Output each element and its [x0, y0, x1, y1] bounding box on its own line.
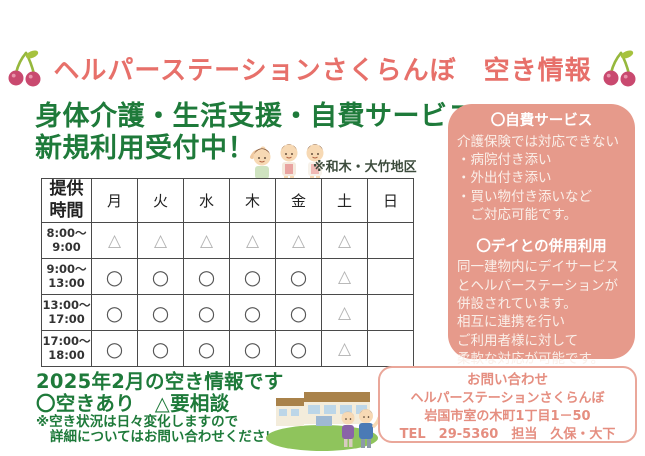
unavailable-cell — [367, 330, 414, 367]
table-row: 13:00～ 17:00 ○ ○ ○ ○ ○ △ — [41, 294, 414, 331]
table-row: 8:00～ 9:00 △ △ △ △ △ △ — [41, 222, 414, 259]
availability-cell: △ — [183, 222, 230, 259]
availability-cell: △ — [137, 222, 184, 259]
availability-cell: ○ — [229, 294, 276, 331]
availability-cell: ○ — [137, 294, 184, 331]
day-header-sun: 日 — [367, 178, 414, 223]
availability-cell: ○ — [275, 330, 322, 367]
availability-cell: ○ — [229, 330, 276, 367]
availability-cell: ○ — [183, 330, 230, 367]
table-row: 17:00～ 18:00 ○ ○ ○ ○ ○ △ — [41, 330, 414, 367]
availability-cell: △ — [229, 222, 276, 259]
services-info-box: 〇自費サービス 介護保険では対応できない ・病院付き添い ・外出付き添い ・買い… — [448, 104, 635, 367]
availability-cell: ○ — [91, 330, 138, 367]
info-line: とヘルパーステーションが — [457, 277, 619, 294]
info-line: 併設されています。 — [457, 295, 577, 312]
availability-table: 提供 時間 月 火 水 木 金 土 日 8:00～ 9:00 △ △ △ △ △… — [41, 178, 414, 367]
info-line: ・外出付き添い — [457, 170, 552, 187]
availability-cell: ○ — [91, 294, 138, 331]
availability-cell: ○ — [275, 294, 322, 331]
time-slot: 13:00～ 17:00 — [41, 294, 92, 331]
page-title: ヘルパーステーションさくらんぼ 空き情報 — [53, 55, 592, 86]
availability-cell: △ — [91, 222, 138, 259]
availability-caution2: 詳細についてはお問い合わせください。 — [50, 428, 293, 445]
availability-cell: ○ — [137, 258, 184, 295]
day-header-mon: 月 — [91, 178, 138, 223]
availability-month: 2025年2月の空き情報です — [36, 370, 284, 393]
time-slot: 8:00～ 9:00 — [41, 222, 92, 259]
availability-cell: △ — [321, 258, 368, 295]
contact-heading: お問い合わせ — [467, 372, 548, 388]
contact-tel: TEL 29-5360 担当 久保・大下 — [399, 427, 616, 443]
availability-cell: △ — [321, 222, 368, 259]
unavailable-cell — [367, 294, 414, 331]
day-header-tue: 火 — [137, 178, 184, 223]
legend: 〇空きあり △要相談 — [36, 391, 230, 415]
headline-line1: 身体介護・生活支援・自費サービス — [35, 101, 475, 132]
cherry-icon — [8, 50, 41, 87]
contact-address: 岩国市室の木町1丁目1－50 — [424, 409, 591, 425]
day-service-heading: 〇デイとの併用利用 — [476, 238, 607, 255]
availability-cell: ○ — [137, 330, 184, 367]
day-header-sat: 土 — [321, 178, 368, 223]
time-slot: 17:00～ 18:00 — [41, 330, 92, 367]
table-row: 9:00～ 13:00 ○ ○ ○ ○ ○ △ — [41, 258, 414, 295]
availability-cell: ○ — [91, 258, 138, 295]
info-line: 同一建物内にデイサービス — [457, 259, 619, 276]
availability-cell: ○ — [183, 294, 230, 331]
cherry-icon — [603, 50, 636, 87]
corner-header: 提供 時間 — [41, 178, 92, 223]
availability-cell: △ — [321, 330, 368, 367]
table-header-row: 提供 時間 月 火 水 木 金 土 日 — [41, 178, 414, 223]
unavailable-cell — [367, 258, 414, 295]
unavailable-cell — [367, 222, 414, 259]
availability-cell: ○ — [229, 258, 276, 295]
facility-building-icon — [266, 392, 381, 451]
availability-note: 2025年2月の空き情報です 〇空きあり △要相談 ※空き状況は日々変化しますの… — [36, 371, 292, 444]
page-title-row: ヘルパーステーションさくらんぼ 空き情報 — [0, 48, 645, 88]
area-note: ※和木・大竹地区 — [313, 160, 417, 175]
availability-cell: △ — [321, 294, 368, 331]
info-line: ・買い物付き添いなど — [457, 188, 592, 205]
headline-line2: 新規利用受付中！ — [35, 132, 255, 164]
self-pay-heading: 〇自費サービス — [490, 113, 593, 129]
info-line: ご利用者様に対して — [457, 332, 579, 349]
info-line: ・病院付き添い — [457, 152, 552, 169]
day-header-fri: 金 — [275, 178, 322, 223]
info-line: 相互に連携を行い — [457, 314, 565, 331]
day-header-thu: 木 — [229, 178, 276, 223]
availability-cell: △ — [275, 222, 322, 259]
availability-caution1: ※空き状況は日々変化しますので — [36, 413, 239, 430]
info-line: 介護保険では対応できない — [457, 133, 619, 150]
availability-cell: ○ — [183, 258, 230, 295]
time-slot: 9:00～ 13:00 — [41, 258, 92, 295]
day-header-wed: 水 — [183, 178, 230, 223]
info-line: ご対応可能です。 — [457, 207, 578, 224]
contact-box: お問い合わせ ヘルパーステーションさくらんぼ 岩国市室の木町1丁目1－50 TE… — [378, 366, 637, 443]
availability-cell: ○ — [275, 258, 322, 295]
headline: 身体介護・生活支援・自費サービス 新規利用受付中！ — [35, 101, 475, 165]
contact-name: ヘルパーステーションさくらんぼ — [410, 390, 605, 406]
info-line: 柔軟な対応が可能です。 — [457, 351, 605, 368]
